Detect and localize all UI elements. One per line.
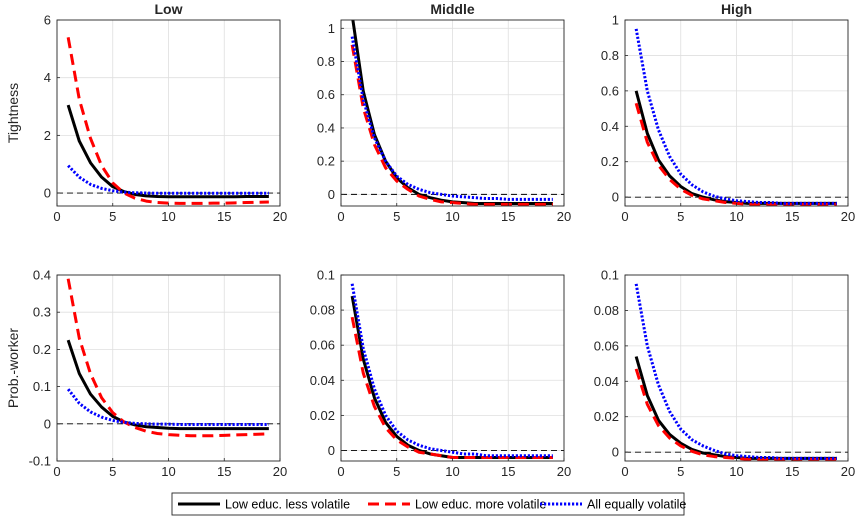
x-tick-label: 0 (621, 209, 628, 224)
x-tick-label: 5 (677, 209, 684, 224)
y-tick-label: 0.6 (317, 87, 335, 102)
chart-panel: 0 5 10 15 20 0 0.2 0.4 0.6 0.8 1 High (601, 1, 855, 224)
chart-panel: 0 5 10 15 20 0 2 4 6 Low Tightness (5, 1, 287, 224)
x-tick-label: 5 (393, 464, 400, 479)
y-tick-label: 1 (612, 13, 619, 28)
panel-title: High (721, 1, 752, 17)
x-tick-label: 15 (217, 464, 231, 479)
y-tick-label: 1 (328, 21, 335, 36)
x-tick-label: 20 (557, 209, 571, 224)
x-tick-label: 10 (445, 464, 459, 479)
y-tick-label: 0 (328, 187, 335, 202)
series-line-more (350, 316, 553, 459)
y-tick-label: 0.2 (601, 154, 619, 169)
y-tick-label: 0.08 (594, 303, 619, 318)
x-tick-label: 15 (785, 464, 799, 479)
x-tick-label: 5 (393, 209, 400, 224)
y-tick-label: -0.1 (29, 454, 51, 469)
series-line-equal (634, 283, 837, 460)
series-line-more (634, 368, 837, 461)
y-tick-label: 0.8 (601, 48, 619, 63)
y-tick-label: 0.02 (310, 408, 335, 423)
panel-title: Middle (430, 1, 475, 17)
y-tick-label: 0.1 (601, 268, 619, 283)
x-tick-label: 20 (273, 464, 287, 479)
y-tick-label: 0.8 (317, 54, 335, 69)
x-tick-label: 10 (729, 464, 743, 479)
y-tick-label: 0.6 (601, 83, 619, 98)
y-tick-label: 0.4 (317, 120, 335, 135)
x-tick-label: 20 (273, 209, 287, 224)
y-tick-label: 0.4 (33, 268, 51, 283)
series-line-equal (350, 36, 553, 201)
x-tick-label: 0 (337, 464, 344, 479)
y-tick-label: 0.08 (310, 303, 335, 318)
y-tick-label: 0 (612, 190, 619, 205)
x-tick-label: 15 (785, 209, 799, 224)
x-tick-label: 0 (53, 464, 60, 479)
y-tick-label: 0 (44, 416, 51, 431)
y-tick-label: 0.1 (33, 379, 51, 394)
x-tick-label: 0 (337, 209, 344, 224)
y-tick-label: 0.04 (310, 373, 335, 388)
y-tick-label: 0 (328, 443, 335, 458)
legend-label-less: Low educ. less volatile (225, 498, 350, 512)
x-tick-label: 0 (53, 209, 60, 224)
y-tick-label: 6 (44, 13, 51, 28)
x-tick-label: 0 (621, 464, 628, 479)
y-tick-label: 0.3 (33, 305, 51, 320)
x-tick-label: 15 (501, 209, 515, 224)
chart-panel: 0 5 10 15 20 0 0.02 0.04 0.06 0.08 0.1 (310, 268, 572, 480)
series-line-equal (350, 283, 553, 458)
y-tick-label: 0 (44, 186, 51, 201)
y-axis-label: Prob.-worker (5, 328, 21, 408)
y-tick-label: 0.2 (33, 342, 51, 357)
y-axis-label: Tightness (5, 83, 21, 143)
series-line-more (66, 278, 269, 438)
x-tick-label: 5 (109, 464, 116, 479)
y-tick-label: 0.04 (594, 374, 619, 389)
series-line-less (66, 339, 269, 431)
y-tick-label: 2 (44, 128, 51, 143)
series-line-less (66, 104, 269, 199)
x-tick-label: 10 (161, 209, 175, 224)
series-line-equal (66, 388, 269, 427)
legend-label-equal: All equally volatile (587, 498, 686, 512)
x-tick-label: 15 (501, 464, 515, 479)
series-line-equal (634, 28, 837, 205)
series-line-less (634, 356, 837, 460)
y-tick-label: 0.2 (317, 154, 335, 169)
x-tick-label: 15 (217, 209, 231, 224)
chart-panel: 0 5 10 15 20 0 0.02 0.04 0.06 0.08 0.1 (594, 268, 856, 480)
panel-title: Low (155, 1, 183, 17)
chart-panel: 0 5 10 15 20 0 0.2 0.4 0.6 0.8 1 Middle (317, 1, 571, 224)
y-tick-label: 0.06 (594, 338, 619, 353)
x-tick-label: 5 (677, 464, 684, 479)
y-tick-label: 0.06 (310, 338, 335, 353)
x-tick-label: 5 (109, 209, 116, 224)
y-tick-label: 0.4 (601, 119, 619, 134)
x-tick-label: 20 (557, 464, 571, 479)
x-tick-label: 10 (729, 209, 743, 224)
x-tick-label: 10 (161, 464, 175, 479)
y-tick-label: 0.02 (594, 409, 619, 424)
series-line-more (350, 44, 553, 206)
x-tick-label: 10 (445, 209, 459, 224)
legend-label-more: Low educ. more volatile (415, 498, 546, 512)
y-tick-label: 4 (44, 70, 51, 85)
y-tick-label: 0 (612, 445, 619, 460)
x-tick-label: 20 (841, 464, 855, 479)
y-tick-label: 0.1 (317, 268, 335, 283)
legend: Low educ. less volatile Low educ. more vo… (171, 492, 686, 516)
legend-box (171, 492, 685, 516)
x-tick-label: 20 (841, 209, 855, 224)
series-line-equal (67, 164, 269, 195)
